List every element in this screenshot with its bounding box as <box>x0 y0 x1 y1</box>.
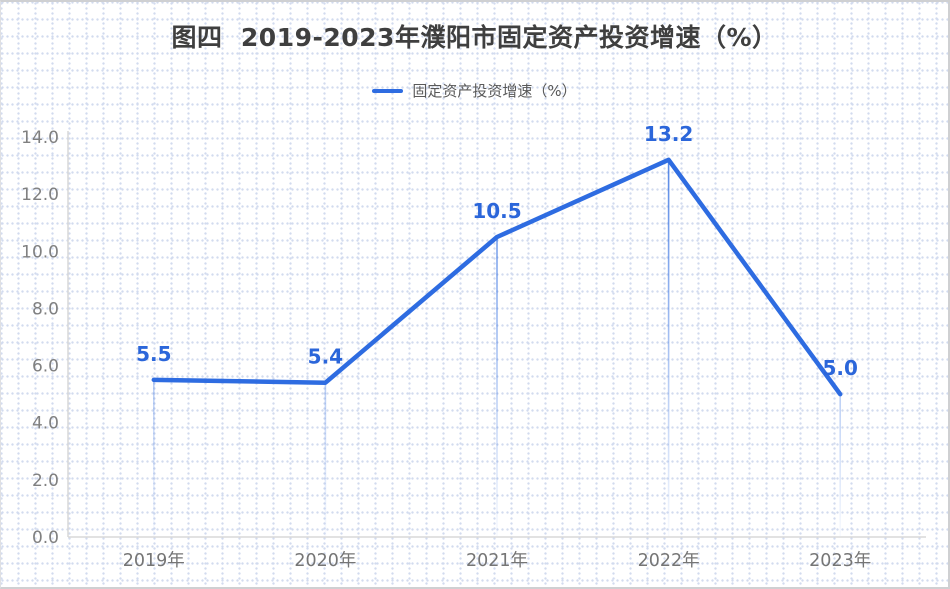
y-tick-label: 14.0 <box>21 128 59 148</box>
x-tick-label: 2022年 <box>638 551 700 571</box>
x-tick-label: 2021年 <box>466 551 528 571</box>
y-tick-label: 6.0 <box>32 357 59 377</box>
legend-line-swatch-icon <box>372 88 404 93</box>
legend-label: 固定资产投资增速（%） <box>412 82 577 100</box>
series-line <box>151 157 843 397</box>
data-label: 5.5 <box>136 342 171 366</box>
data-label: 5.0 <box>822 356 857 380</box>
y-tick-label: 12.0 <box>21 185 59 205</box>
x-tick-label: 2020年 <box>294 551 356 571</box>
y-tick-label: 10.0 <box>21 242 59 262</box>
x-tick-label: 2023年 <box>809 551 871 571</box>
legend: 固定资产投资增速（%） <box>1 80 948 101</box>
data-label: 13.2 <box>644 122 693 146</box>
data-label: 10.5 <box>472 199 521 223</box>
y-tick-label: 8.0 <box>32 299 59 319</box>
y-tick-label: 2.0 <box>32 471 59 491</box>
y-tick-label: 4.0 <box>32 414 59 434</box>
y-tick-label: 0.0 <box>32 528 59 548</box>
data-label: 5.4 <box>308 345 343 369</box>
x-tick-label: 2019年 <box>123 551 185 571</box>
chart-title: 图四 2019-2023年濮阳市固定资产投资增速（%） <box>171 23 778 52</box>
